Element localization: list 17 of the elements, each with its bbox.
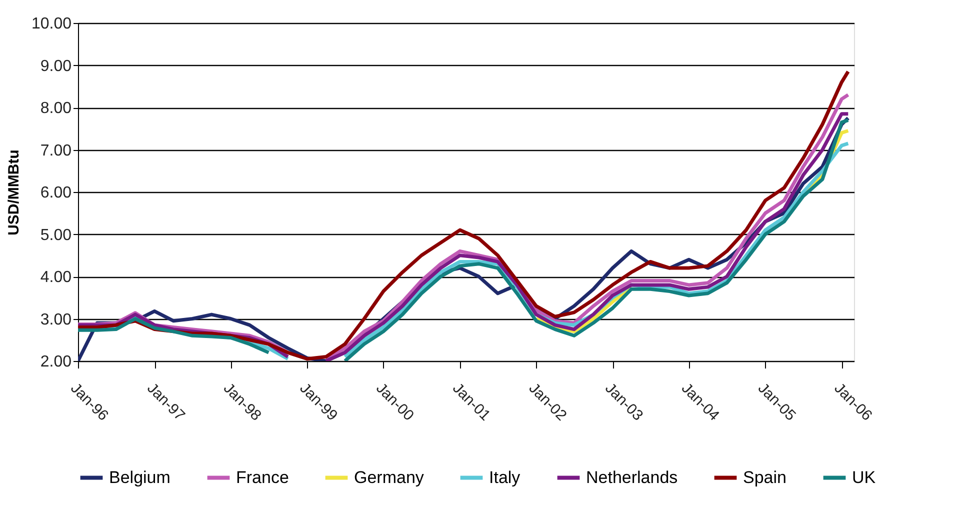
y-tick-label: 6.00 <box>40 184 72 202</box>
y-tick-label: 5.00 <box>40 226 72 244</box>
y-tick-label: 10.00 <box>31 16 72 32</box>
y-tick-label: 8.00 <box>40 100 72 117</box>
legend-label: Italy <box>489 468 521 487</box>
y-tick-label: 7.00 <box>40 142 72 160</box>
legend-label: France <box>236 468 289 487</box>
y-tick-label: 9.00 <box>40 58 72 75</box>
legend-label: Germany <box>354 468 424 487</box>
y-tick-label: 4.00 <box>40 269 72 286</box>
y-axis-title: USD/MMBtu <box>5 150 22 236</box>
legend-label: UK <box>852 468 876 487</box>
legend-label: Belgium <box>109 468 170 487</box>
y-tick-label: 3.00 <box>40 311 72 328</box>
y-tick-label: 2.00 <box>40 354 72 370</box>
legend-label: Spain <box>743 468 786 487</box>
legend-label: Netherlands <box>586 468 678 487</box>
